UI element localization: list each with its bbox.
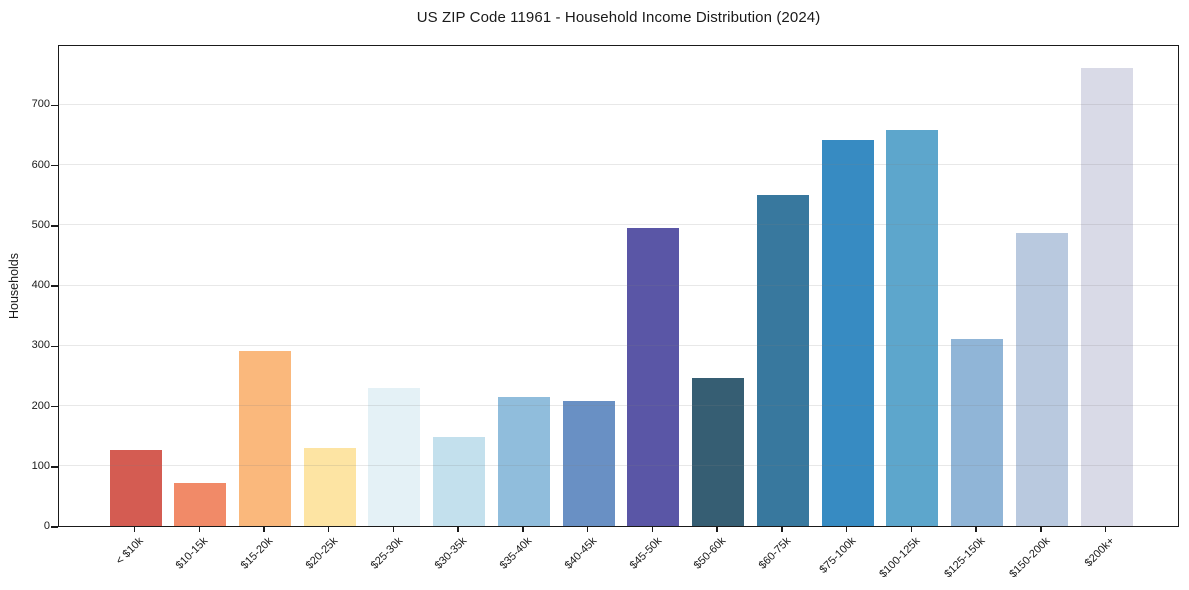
x-tick xyxy=(1040,527,1042,532)
bar xyxy=(756,194,809,526)
y-tick-label: 600 xyxy=(31,158,50,171)
x-tick xyxy=(651,527,654,532)
bar xyxy=(368,388,421,526)
x-tick xyxy=(392,527,395,532)
x-tick-label: $35-40k xyxy=(497,535,535,572)
x-tick xyxy=(716,527,718,532)
bar xyxy=(433,437,486,526)
y-tick-label: 500 xyxy=(31,218,50,231)
gridline xyxy=(59,405,1178,406)
bar xyxy=(1015,232,1068,526)
x-tick xyxy=(327,527,330,532)
gridline xyxy=(59,164,1178,165)
x-tick xyxy=(975,527,977,532)
bar xyxy=(951,338,1003,526)
x-tick-label: $200k+ xyxy=(1082,535,1117,570)
x-tick xyxy=(781,527,783,532)
y-tick-label: 100 xyxy=(31,459,50,472)
gridline xyxy=(59,224,1178,226)
y-tick-label: 300 xyxy=(31,339,50,352)
y-tick-label: 0 xyxy=(43,520,50,532)
bar xyxy=(174,483,227,526)
y-tick xyxy=(51,225,58,227)
bar xyxy=(239,351,291,526)
y-tick xyxy=(51,526,58,528)
bar xyxy=(821,140,874,526)
x-tick xyxy=(522,527,524,532)
x-tick-label: $50-60k xyxy=(691,535,729,572)
gridline xyxy=(59,103,1178,105)
x-tick-label: $100-125k xyxy=(877,535,923,581)
y-tick xyxy=(51,164,58,167)
bar xyxy=(303,447,356,526)
y-tick-label: 700 xyxy=(31,98,50,111)
x-tick-label: $15-20k xyxy=(238,535,276,572)
chart-title: US ZIP Code 11961 - Household Income Dis… xyxy=(416,9,821,26)
bar xyxy=(1080,68,1133,526)
bar xyxy=(497,396,550,526)
bar xyxy=(886,129,939,526)
x-tick-label: $10-15k xyxy=(174,535,211,572)
plot-area xyxy=(58,45,1179,527)
gridline xyxy=(59,284,1178,286)
x-tick-label: $40-45k xyxy=(562,535,600,572)
bar xyxy=(627,227,680,526)
x-tick-label: $20-25k xyxy=(303,535,341,572)
x-tick-label: $30-35k xyxy=(433,535,470,572)
x-tick-label: $125-150k xyxy=(942,535,988,581)
x-tick xyxy=(910,527,912,532)
x-tick-label: $25-30k xyxy=(368,535,405,572)
y-tick xyxy=(51,466,58,468)
y-tick xyxy=(51,104,58,106)
y-tick xyxy=(51,285,58,287)
x-tick xyxy=(457,527,459,532)
x-tick xyxy=(198,527,200,532)
bar xyxy=(562,401,615,526)
bar xyxy=(692,378,745,526)
x-tick-label: $60-75k xyxy=(756,535,794,572)
x-tick-label: $75-100k xyxy=(817,535,858,576)
gridline xyxy=(59,344,1178,346)
x-tick xyxy=(1104,527,1107,532)
gridline xyxy=(59,465,1178,467)
y-tick xyxy=(51,405,58,408)
bar xyxy=(109,450,162,526)
x-tick-label: $150-200k xyxy=(1006,535,1053,581)
x-tick-label: < $10k xyxy=(113,535,146,568)
x-tick xyxy=(133,527,136,532)
x-tick-label: $45-50k xyxy=(627,535,664,572)
x-tick xyxy=(263,527,265,532)
y-tick-label: 400 xyxy=(31,279,50,291)
x-tick xyxy=(586,527,589,532)
x-tick xyxy=(845,527,848,532)
y-tick-label: 200 xyxy=(31,399,50,412)
y-tick xyxy=(51,345,58,347)
